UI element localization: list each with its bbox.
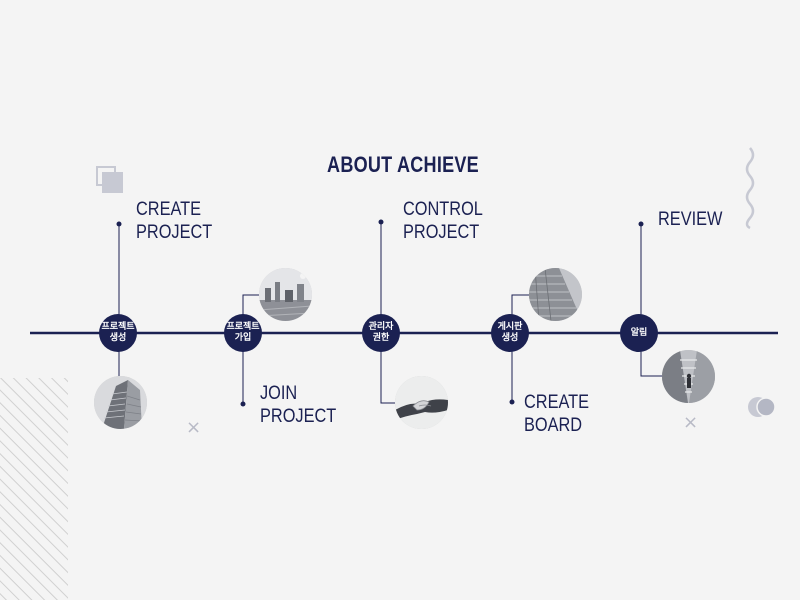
step-node-control-project: 관리자 권한 [362,314,400,352]
connector-dot [240,401,246,407]
stacked-squares-icon [96,166,123,193]
caption-line: CREATE [136,199,202,220]
step-caption-create-board: CREATE BOARD [524,391,589,437]
caption-line: CREATE [524,392,590,413]
step-node-label: 프로젝트 가입 [226,322,260,343]
connector-dot [509,399,515,405]
connector-dot [378,219,384,225]
caption-line: PROJECT [136,222,213,243]
caption-line: PROJECT [260,406,337,427]
caption-line: CONTROL [403,199,483,220]
connector-line [380,333,398,404]
building-photo [94,376,147,429]
step-node-create-project: 프로젝트 생성 [99,314,137,352]
step-node-label: 프로젝트 생성 [101,322,135,343]
caption-line: PROJECT [403,222,480,243]
step-caption-review: REVIEW [658,208,722,231]
caption-line: JOIN [260,383,298,404]
handshake-photo [395,376,448,429]
wavy-line-icon [745,147,755,230]
step-node-label: 게시판 생성 [497,322,523,343]
step-node-join-project: 프로젝트 가입 [224,314,262,352]
step-caption-join-project: JOIN PROJECT [260,382,336,428]
city-street-photo [259,268,312,321]
step-caption-create-project: CREATE PROJECT [136,198,212,244]
step-node-create-board: 게시판 생성 [491,314,529,352]
connector-dot [638,221,644,227]
overlapping-circles-icon [748,397,776,417]
close-icon: × [186,417,202,438]
diagonal-stripes-decoration [0,378,68,600]
step-node-review: 알림 [620,314,658,352]
walking-person-photo [662,350,715,403]
close-icon: × [683,412,699,433]
stairs-photo [529,268,582,321]
page-title: ABOUT ACHIEVE [327,152,479,177]
step-caption-control-project: CONTROL PROJECT [403,198,483,244]
step-node-label: 알림 [630,327,648,338]
caption-line: BOARD [524,415,583,436]
step-node-label: 관리자 권한 [368,322,394,343]
caption-line: REVIEW [658,209,723,230]
connector-dot [116,221,122,227]
